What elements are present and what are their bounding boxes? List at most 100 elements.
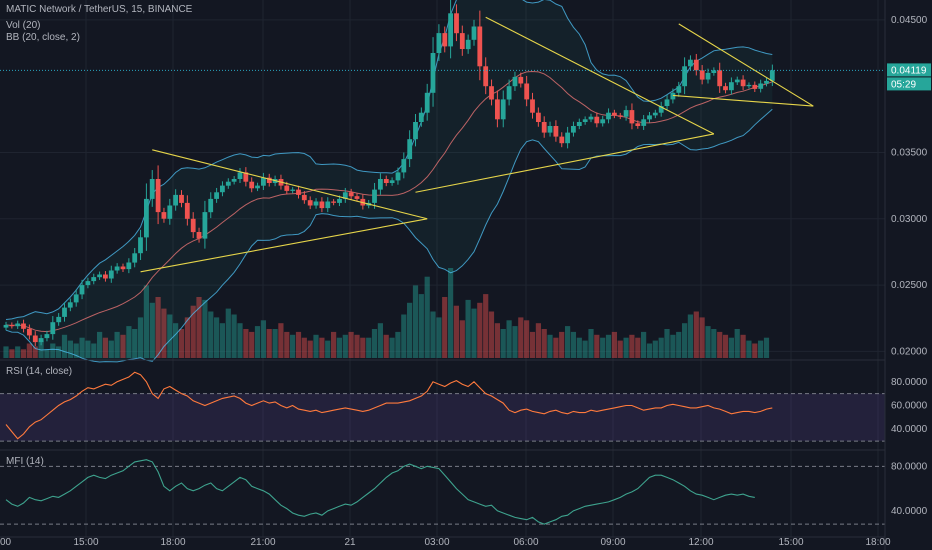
- bollinger-legend[interactable]: BB (20, close, 2): [6, 32, 80, 43]
- candle-body: [220, 185, 225, 193]
- volume-bar: [658, 337, 664, 358]
- volume-bar: [114, 331, 120, 358]
- bb-lower: [5, 108, 773, 363]
- volume-bar: [173, 323, 179, 358]
- volume-bar: [483, 294, 489, 358]
- candle-body: [670, 92, 676, 100]
- candle-body: [243, 172, 249, 182]
- volume-bar: [395, 331, 401, 358]
- candle-body: [231, 179, 237, 182]
- candle-body: [196, 232, 202, 239]
- rsi-panel: 80.0000 60.0000 40.0000: [0, 371, 928, 442]
- volume-bar: [366, 337, 372, 358]
- volume-bar: [670, 334, 676, 358]
- candle-body: [418, 112, 424, 122]
- candle-body: [307, 200, 313, 206]
- candle-body: [623, 110, 629, 117]
- candle-body: [652, 112, 658, 116]
- y-tick-label: 0.02500: [891, 280, 928, 291]
- volume-bar: [758, 340, 764, 358]
- candle-body: [571, 126, 576, 133]
- volume-bar: [453, 305, 459, 358]
- volume-bar: [38, 340, 44, 358]
- candle-body: [436, 33, 442, 53]
- candle-body: [471, 26, 477, 40]
- volume-bar: [161, 308, 167, 358]
- volume-bar: [459, 320, 465, 358]
- volume-bar: [266, 329, 272, 358]
- y-tick-label: 40.0000: [891, 506, 928, 517]
- x-tick-label: 03:00: [424, 537, 449, 548]
- volume-bar: [132, 329, 138, 358]
- symbol-title[interactable]: MATIC Network / TetherUS, 15, BINANCE: [6, 4, 193, 15]
- candle-body: [372, 189, 377, 203]
- volume-bar: [190, 305, 196, 358]
- candle-body: [284, 185, 290, 191]
- y-tick-label: 0.03000: [891, 214, 928, 225]
- volume-bar: [465, 299, 471, 358]
- candle-body: [723, 86, 728, 91]
- candle-body: [103, 274, 108, 279]
- countdown-badge: [887, 77, 931, 91]
- candle-body: [255, 185, 260, 189]
- x-tick-label: 06:00: [513, 537, 538, 548]
- volume-bar: [32, 346, 38, 358]
- volume-bar: [313, 334, 319, 358]
- candle-body: [658, 106, 664, 113]
- candle-body: [430, 53, 436, 93]
- volume-bar: [430, 311, 436, 358]
- candle-body: [395, 172, 401, 181]
- candle-body: [512, 76, 518, 87]
- candle-body: [38, 338, 44, 343]
- trendlines[interactable]: [140, 16, 814, 273]
- volume-bar: [664, 329, 670, 358]
- candle-body: [547, 126, 553, 133]
- candle-body: [319, 201, 325, 209]
- candle-body: [582, 119, 588, 122]
- candle-body: [313, 201, 319, 206]
- volume-bar: [605, 334, 612, 358]
- bb-fill-area: [6, 0, 773, 362]
- candle-body: [79, 285, 85, 295]
- volume-bar: [61, 334, 68, 358]
- y-tick-label: 40.0000: [891, 424, 928, 435]
- candle-body: [489, 86, 494, 100]
- volume-bar: [623, 337, 629, 358]
- rsi-legend[interactable]: RSI (14, close): [6, 366, 73, 377]
- candle-body: [524, 83, 530, 100]
- volume-bar: [535, 323, 541, 358]
- volume-bar: [155, 297, 161, 358]
- volume-bar: [699, 317, 705, 358]
- volume-bar: [371, 329, 378, 358]
- volume-bar: [412, 285, 419, 358]
- volume-bar: [143, 285, 149, 358]
- volume-bar: [272, 329, 278, 358]
- trendline: [415, 133, 714, 193]
- volume-bar: [254, 326, 261, 358]
- volume-bar: [295, 331, 302, 358]
- volume-bar: [225, 308, 231, 358]
- x-tick-label: 18:00: [160, 537, 185, 548]
- volume-bar: [91, 343, 97, 358]
- volume-bar: [717, 331, 723, 358]
- mfi-legend[interactable]: MFI (14): [6, 456, 44, 467]
- volume-bar: [576, 337, 582, 358]
- volume-bar: [243, 329, 249, 358]
- candle-body: [576, 122, 582, 126]
- candle-body: [378, 179, 383, 190]
- volume-bar: [512, 326, 518, 358]
- volume-legend[interactable]: Vol (20): [6, 20, 41, 31]
- candle-body: [9, 324, 15, 327]
- volume-bar: [641, 331, 647, 358]
- candle-body: [541, 122, 547, 133]
- volume-bar: [477, 302, 483, 358]
- rsi-band-fill: [0, 393, 885, 442]
- volume-bar: [377, 323, 383, 358]
- volume-bar: [582, 340, 588, 358]
- volume-bar: [559, 331, 565, 358]
- candle-body: [746, 84, 752, 87]
- volume-bar: [278, 323, 284, 358]
- candle-body: [711, 70, 717, 73]
- candle-body: [301, 194, 307, 201]
